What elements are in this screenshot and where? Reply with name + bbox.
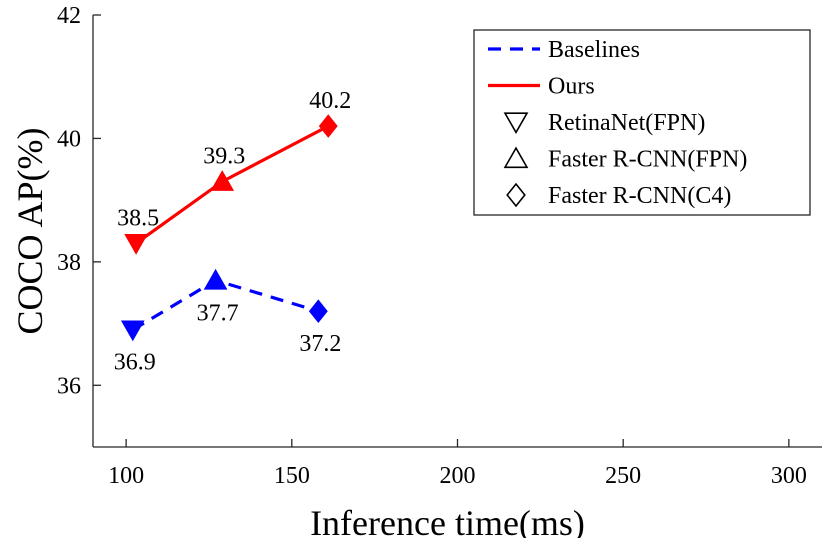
data-point-baselines [308,299,328,324]
data-point-ours [124,234,148,255]
legend-label-baselines: Baselines [548,37,640,63]
legend: Baselines Ours RetinaNet(FPN) Faster R-CNN(… [473,29,811,216]
legend-label-faster-r-cnn-fpn-: Faster R-CNN(FPN) [548,147,747,173]
y-tick-label: 38 [57,250,81,276]
legend-marker-faster-r-cnn-c4- [506,182,526,208]
y-axis-label: COCO AP(%) [10,127,50,334]
data-label-baselines: 36.9 [114,350,156,376]
x-tick-label: 300 [771,463,807,489]
legend-label-ours: Ours [548,74,595,100]
x-tick-label: 100 [108,463,144,489]
data-label-ours: 40.2 [309,88,351,114]
legend-box [473,29,811,216]
data-label-ours: 38.5 [117,205,159,231]
data-point-baselines [120,320,145,342]
x-tick-label: 250 [605,463,641,489]
x-tick-label: 150 [274,463,310,489]
y-tick-label: 36 [57,373,81,399]
data-label-baselines: 37.7 [197,300,239,326]
legend-marker-retinanet-fpn- [503,112,529,135]
data-label-baselines: 37.2 [299,331,341,357]
y-tick-label: 40 [57,126,81,152]
data-point-baselines [203,268,228,290]
data-labels: 36.9 37.7 37.2 38.5 39.3 40.2 [114,88,352,376]
axes: 100 150 200 250 300 36 38 40 42 Inference time(ms… [10,3,822,538]
data-point-ours [210,170,235,191]
data-label-ours: 39.3 [203,144,245,170]
data-point-ours [318,114,338,138]
y-tick-label: 42 [57,3,81,29]
x-tick-label: 200 [440,463,476,489]
x-axis-label: Inference time(ms) [310,503,585,538]
series-layer [120,114,338,342]
legend-label-faster-r-cnn-c4-: Faster R-CNN(C4) [548,183,731,209]
legend-marker-faster-r-cnn-fpn- [503,146,529,169]
legend-label-retinanet-fpn-: RetinaNet(FPN) [548,110,705,136]
